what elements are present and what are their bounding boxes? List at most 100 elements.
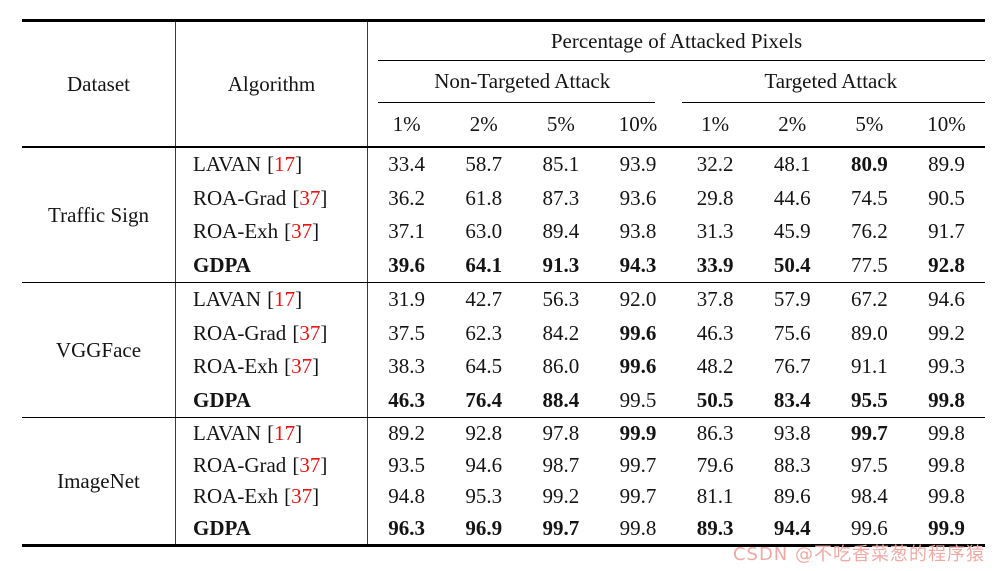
algorithm-name: ROA-Exh xyxy=(193,484,279,509)
table-top-rule xyxy=(22,19,985,22)
subgroup-targeted: Targeted Attack xyxy=(764,69,898,93)
dataset-column-header: Dataset xyxy=(22,22,176,146)
value-cell: 99.6 xyxy=(619,320,657,345)
value-cell: 76.7 xyxy=(773,354,811,379)
value-cell: 96.9 xyxy=(465,515,503,540)
value-cell: 80.9 xyxy=(850,152,888,177)
value-cell: 89.2 xyxy=(388,421,425,446)
citation-number: 37 xyxy=(291,354,313,379)
table-header: Dataset Algorithm Percentage of Attacked… xyxy=(22,22,985,148)
algorithm-column-header: Algorithm xyxy=(176,22,368,146)
value-cell: 33.4 xyxy=(388,152,425,177)
value-cell: 31.9 xyxy=(388,287,425,312)
citation-bracket: [ xyxy=(284,354,292,379)
value-cell: 79.6 xyxy=(696,452,734,477)
algorithm-name: LAVAN xyxy=(193,421,262,446)
value-cell: 94.4 xyxy=(773,515,811,540)
value-cell: 99.9 xyxy=(928,515,965,540)
value-cell: 94.8 xyxy=(388,484,425,509)
value-cell: 99.2 xyxy=(542,484,580,509)
value-cell: 50.4 xyxy=(773,252,811,277)
citation: [37] xyxy=(292,321,327,346)
subgroup-non-targeted: Non-Targeted Attack xyxy=(434,69,611,93)
algorithm-cell: GDPA[] xyxy=(176,512,368,544)
value-cell: 89.3 xyxy=(696,515,734,540)
citation-bracket: [ xyxy=(292,452,300,477)
value-cell: 39.6 xyxy=(388,252,425,277)
algorithm-name: ROA-Grad xyxy=(193,320,287,345)
citation: [37] xyxy=(284,219,319,244)
citation-bracket: [ xyxy=(284,219,292,244)
value-cell: 93.8 xyxy=(619,219,657,244)
value-cell: 89.0 xyxy=(850,320,888,345)
targeted-rule xyxy=(682,102,985,103)
value-cell: 48.2 xyxy=(696,354,734,379)
group-title: Percentage of Attacked Pixels xyxy=(550,28,803,53)
value-cell: 99.8 xyxy=(928,484,965,509)
value-cell: 32.2 xyxy=(696,152,734,177)
attack-columns-header: Percentage of Attacked Pixels Non-Target… xyxy=(368,22,985,146)
value-cell: 84.2 xyxy=(542,320,580,345)
citation: [17] xyxy=(267,287,302,312)
value-cell: 89.9 xyxy=(928,152,965,177)
column-header-percent: 5% xyxy=(855,112,884,136)
citation-number: 17 xyxy=(274,287,296,312)
value-cell: 89.4 xyxy=(542,219,580,244)
value-cell: 99.7 xyxy=(619,484,657,509)
citation-number: 17 xyxy=(274,152,296,177)
value-cell: 63.0 xyxy=(465,219,503,244)
value-cell: 37.1 xyxy=(388,219,425,244)
value-cell: 31.3 xyxy=(696,219,734,244)
section-traffic-sign: Traffic Sign LAVAN [17] 33.4 58.7 85.1 93… xyxy=(22,148,985,283)
value-cell: 45.9 xyxy=(773,219,811,244)
non-targeted-rule xyxy=(378,102,655,103)
citation-bracket: ] xyxy=(320,185,328,210)
value-cell: 89.6 xyxy=(773,484,811,509)
column-header-percent: 10% xyxy=(927,112,966,136)
citation-number: 37 xyxy=(291,484,313,509)
value-cell: 98.4 xyxy=(850,484,888,509)
value-cell: 83.4 xyxy=(773,387,811,412)
citation-bracket: ] xyxy=(312,354,320,379)
value-cell: 37.5 xyxy=(388,320,425,345)
column-header-percent: 2% xyxy=(778,112,807,136)
value-cell: 29.8 xyxy=(696,185,734,210)
value-cell: 61.8 xyxy=(465,185,503,210)
value-cell: 98.7 xyxy=(542,452,580,477)
value-cell: 91.1 xyxy=(850,354,888,379)
value-cell: 99.6 xyxy=(619,354,657,379)
dataset-label: Traffic Sign xyxy=(22,148,176,282)
algorithm-cell: GDPA[] xyxy=(176,248,368,282)
citation-bracket: [ xyxy=(267,152,275,177)
value-cell: 56.3 xyxy=(542,287,580,312)
citation-bracket: ] xyxy=(312,219,320,244)
value-cell: 37.8 xyxy=(696,287,734,312)
value-cell: 96.3 xyxy=(388,515,425,540)
value-cell: 97.8 xyxy=(542,421,580,446)
value-cell: 99.7 xyxy=(619,452,657,477)
column-header-percent: 1% xyxy=(392,112,421,136)
value-cell: 91.3 xyxy=(542,252,580,277)
value-cell: 99.2 xyxy=(928,320,965,345)
algorithm-name: ROA-Grad xyxy=(193,452,287,477)
section-vggface: VGGFace LAVAN [17] 31.9 42.7 56.3 92.0 37… xyxy=(22,283,985,418)
value-cell: 67.2 xyxy=(850,287,888,312)
algorithm-name: LAVAN xyxy=(193,287,262,312)
value-cell: 94.6 xyxy=(928,287,965,312)
value-cell: 57.9 xyxy=(773,287,811,312)
value-cell: 94.3 xyxy=(619,252,657,277)
percent-header-row: 1% 2% 5% 10% 1% 2% 5% 10% xyxy=(368,103,985,146)
value-cell: 93.5 xyxy=(388,452,425,477)
value-cell: 87.3 xyxy=(542,185,580,210)
value-cell: 93.9 xyxy=(619,152,657,177)
algorithm-cell: LAVAN [17] xyxy=(176,148,368,182)
value-cell: 74.5 xyxy=(850,185,888,210)
value-cell: 42.7 xyxy=(465,287,503,312)
algorithm-cell: ROA-Exh [37] xyxy=(176,481,368,513)
dataset-label: ImageNet xyxy=(22,418,176,544)
value-cell: 99.3 xyxy=(928,354,965,379)
algorithm-name: ROA-Exh xyxy=(193,219,279,244)
value-cell: 86.3 xyxy=(696,421,734,446)
value-cell: 76.4 xyxy=(465,387,503,412)
algorithm-name: ROA-Exh xyxy=(193,354,279,379)
